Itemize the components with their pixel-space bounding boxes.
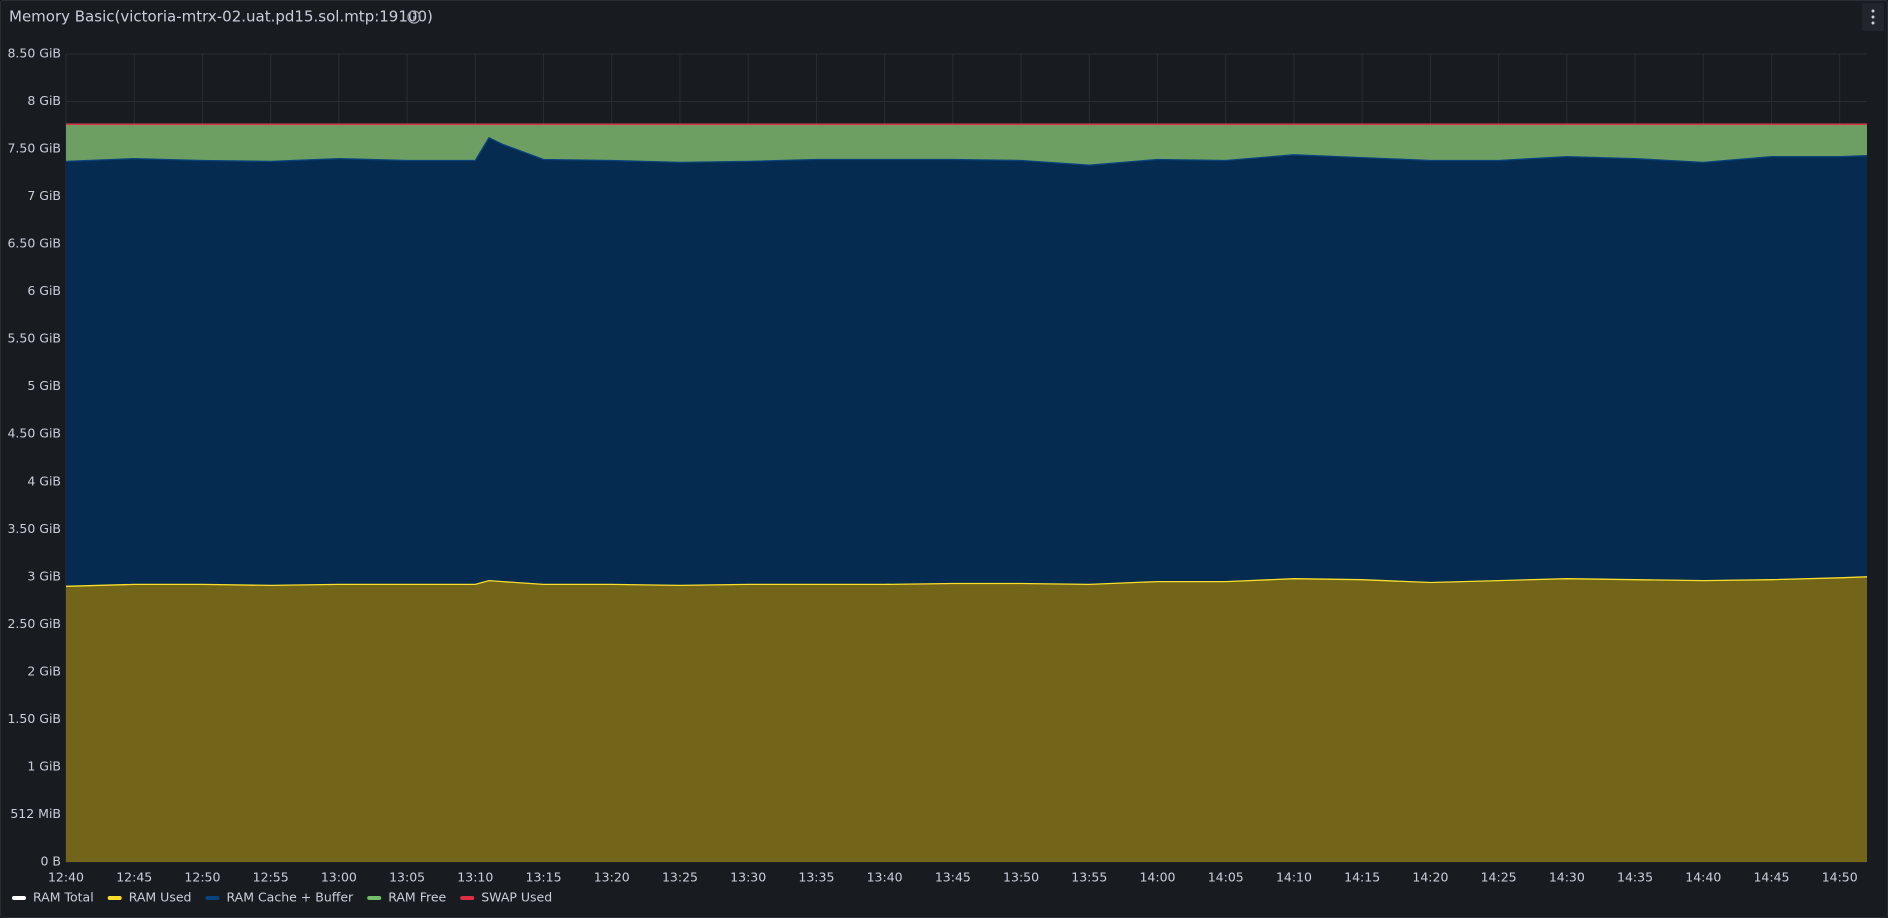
y-tick-label: 512 MiB <box>10 806 61 821</box>
x-tick-label: 13:10 <box>457 870 493 885</box>
x-tick-label: 14:50 <box>1822 870 1858 885</box>
area <box>66 576 1867 862</box>
y-tick-label: 6.50 GiB <box>7 236 61 251</box>
info-icon[interactable] <box>407 10 421 24</box>
legend-swatch <box>12 896 26 900</box>
x-tick-label: 13:40 <box>867 870 903 885</box>
legend-swatch <box>205 896 220 900</box>
y-tick-label: 8.50 GiB <box>7 46 61 61</box>
y-tick-label: 8 GiB <box>27 93 61 108</box>
y-tick-label: 1 GiB <box>27 758 61 773</box>
plot: 0 B 512 MiB 1 GiB 1.50 GiB 2 GiB 2.50 GiB 3 Gi… <box>7 46 1868 905</box>
x-tick-label: 13:00 <box>321 870 357 885</box>
y-tick-label: 4.50 GiB <box>7 426 61 441</box>
y-tick-label: 2.50 GiB <box>7 616 61 631</box>
x-tick-label: 14:15 <box>1344 870 1380 885</box>
x-tick-label: 13:25 <box>662 870 698 885</box>
y-tick-label: 7 GiB <box>27 188 61 203</box>
legend-label: RAM Free <box>388 890 446 905</box>
y-tick-label: 5 GiB <box>27 378 61 393</box>
x-tick-label: 13:30 <box>730 870 766 885</box>
legend-label: RAM Cache + Buffer <box>226 890 354 905</box>
legend-item[interactable]: RAM Used <box>107 890 192 905</box>
legend-item[interactable]: RAM Free <box>367 890 447 905</box>
panel-title[interactable]: Memory Basic(victoria-mtrx-02.uat.pd15.s… <box>9 8 433 26</box>
x-tick-label: 12:50 <box>184 870 220 885</box>
y-tick-label: 3.50 GiB <box>7 521 61 536</box>
x-tick-label: 13:45 <box>935 870 971 885</box>
x-tick-label: 14:35 <box>1617 870 1653 885</box>
series-line <box>65 136 1868 166</box>
series-line <box>65 576 1868 587</box>
x-tick-label: 13:35 <box>798 870 834 885</box>
y-tick-label: 7.50 GiB <box>7 141 61 156</box>
x-tick-label: 14:40 <box>1685 870 1721 885</box>
x-tick-label: 14:30 <box>1549 870 1585 885</box>
legend-label: RAM Total <box>33 890 94 905</box>
y-tick-label: 6 GiB <box>27 283 61 298</box>
y-tick-label: 0 B <box>40 854 61 869</box>
x-tick-label: 13:15 <box>526 870 562 885</box>
legend-item[interactable]: RAM Cache + Buffer <box>205 890 354 905</box>
x-tick-label: 13:20 <box>594 870 630 885</box>
x-tick-label: 12:45 <box>116 870 152 885</box>
legend-swatch <box>367 896 382 900</box>
x-tick-label: 14:45 <box>1753 870 1789 885</box>
area <box>66 124 1867 166</box>
legend-label: RAM Used <box>129 890 192 905</box>
legend-item[interactable]: RAM Total <box>12 890 94 905</box>
x-tick-label: 14:20 <box>1412 870 1448 885</box>
legend-label: SWAP Used <box>481 890 552 905</box>
x-tick-label: 13:55 <box>1071 870 1107 885</box>
legend-swatch <box>460 896 475 900</box>
menu-button[interactable] <box>1862 3 1884 31</box>
x-tick-label: 14:05 <box>1208 870 1244 885</box>
legend-swatch <box>107 896 122 900</box>
y-tick-label: 4 GiB <box>27 473 61 488</box>
x-tick-label: 14:10 <box>1276 870 1312 885</box>
x-tick-label: 14:25 <box>1481 870 1517 885</box>
legend-item[interactable]: SWAP Used <box>460 890 552 905</box>
y-tick-label: 5.50 GiB <box>7 331 61 346</box>
y-tick-label: 3 GiB <box>27 568 61 583</box>
x-tick-label: 13:50 <box>1003 870 1039 885</box>
x-tick-label: 12:40 <box>48 870 84 885</box>
area <box>66 137 1867 587</box>
x-tick-label: 12:55 <box>253 870 289 885</box>
y-tick-label: 1.50 GiB <box>7 711 61 726</box>
y-tick-label: 2 GiB <box>27 663 61 678</box>
x-tick-label: 13:05 <box>389 870 425 885</box>
x-tick-label: 14:00 <box>1139 870 1175 885</box>
